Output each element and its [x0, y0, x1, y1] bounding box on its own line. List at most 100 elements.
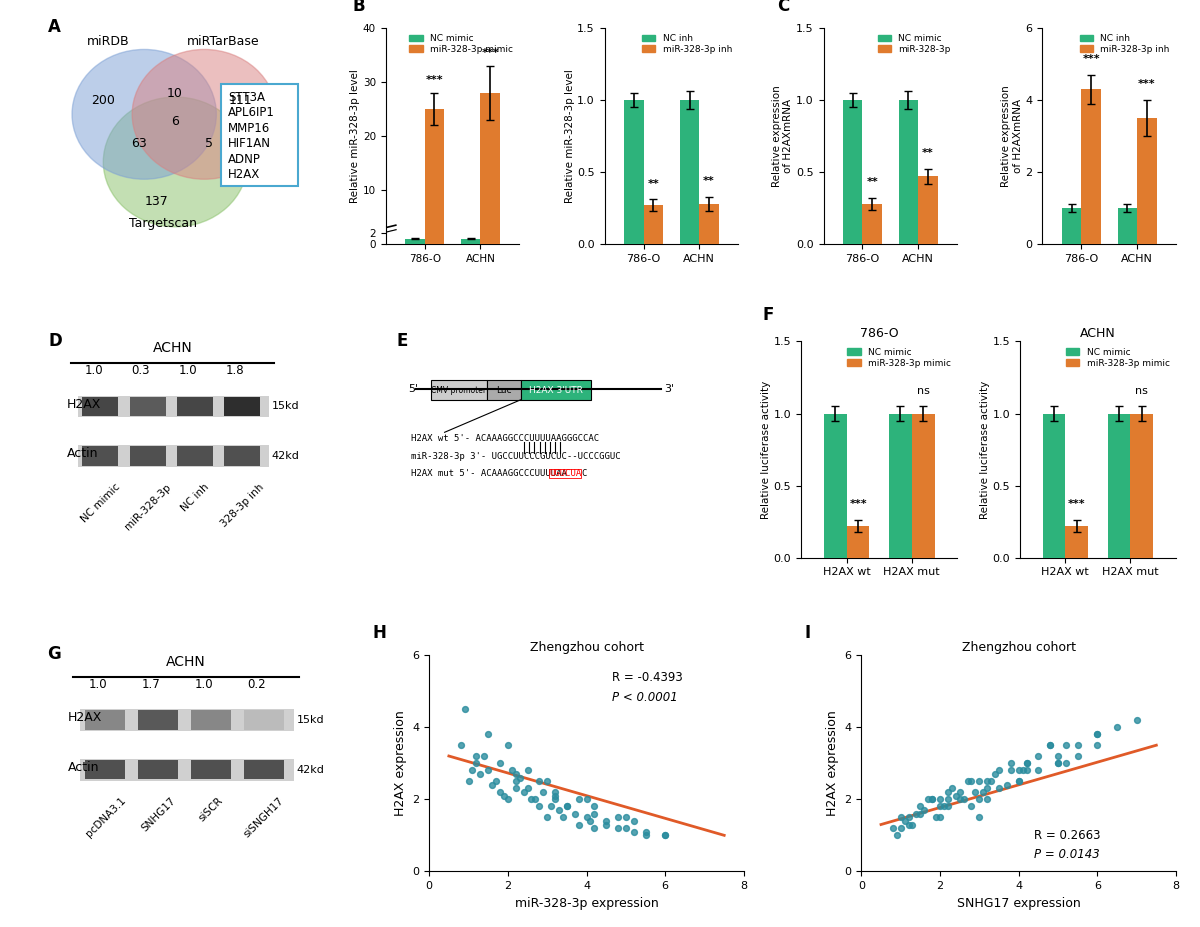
- Point: [950, 792, 970, 806]
- Point: [946, 788, 965, 803]
- Point: [506, 774, 526, 789]
- Text: ***: ***: [481, 47, 499, 57]
- Text: 1.0: 1.0: [179, 364, 198, 377]
- Bar: [899, 100, 918, 244]
- Text: 3': 3': [664, 384, 674, 394]
- Point: [655, 828, 674, 843]
- Point: [978, 774, 997, 789]
- Point: [892, 810, 911, 825]
- Point: [911, 799, 930, 814]
- Point: [1028, 749, 1048, 764]
- Text: 0.3: 0.3: [132, 364, 150, 377]
- FancyBboxPatch shape: [83, 397, 119, 416]
- FancyBboxPatch shape: [78, 445, 269, 467]
- Point: [584, 806, 604, 821]
- Point: [617, 810, 636, 825]
- Y-axis label: Relative miR-328-3p level: Relative miR-328-3p level: [350, 69, 360, 203]
- Point: [498, 792, 517, 806]
- Point: [455, 702, 474, 717]
- Text: MMP16: MMP16: [228, 121, 271, 134]
- Text: **: **: [866, 177, 878, 187]
- Y-axis label: Relative expression
of H2AXmRNA: Relative expression of H2AXmRNA: [1001, 85, 1022, 187]
- Bar: [847, 526, 870, 558]
- Point: [958, 774, 977, 789]
- Text: ***: ***: [1138, 79, 1156, 89]
- Text: H2AX 3'UTR: H2AX 3'UTR: [529, 386, 583, 395]
- Point: [584, 820, 604, 835]
- Text: ns: ns: [917, 386, 930, 396]
- FancyBboxPatch shape: [244, 760, 284, 780]
- Text: P < 0.0001: P < 0.0001: [612, 691, 678, 704]
- Point: [557, 799, 576, 814]
- Point: [498, 738, 517, 753]
- Point: [1040, 738, 1060, 753]
- Text: H2AX: H2AX: [67, 398, 101, 411]
- FancyBboxPatch shape: [78, 396, 269, 417]
- Point: [470, 767, 490, 781]
- Text: ***: ***: [850, 500, 866, 510]
- Point: [923, 792, 942, 806]
- Point: [907, 806, 926, 821]
- Point: [596, 814, 616, 829]
- Y-axis label: Relative expression
of H2AXmRNA: Relative expression of H2AXmRNA: [772, 85, 793, 187]
- Point: [892, 820, 911, 835]
- Text: H2AX: H2AX: [228, 169, 260, 182]
- Point: [522, 792, 541, 806]
- Y-axis label: Relative luciferase activity: Relative luciferase activity: [979, 380, 990, 519]
- Point: [919, 792, 938, 806]
- Point: [899, 810, 918, 825]
- Text: C: C: [776, 0, 788, 15]
- Point: [577, 810, 596, 825]
- Point: [518, 763, 538, 778]
- Text: SNHG17: SNHG17: [139, 795, 178, 833]
- Point: [569, 792, 588, 806]
- Bar: [643, 205, 664, 244]
- FancyBboxPatch shape: [224, 397, 260, 416]
- Text: miRDB: miRDB: [86, 35, 130, 48]
- Text: H2AX wt 5'- ACAAAGGCCCUUUUAAGGGCCAC: H2AX wt 5'- ACAAAGGCCCUUUUAAGGGCCAC: [410, 434, 599, 443]
- Bar: [425, 109, 444, 244]
- Point: [1016, 756, 1036, 770]
- Text: H2AX: H2AX: [67, 711, 102, 724]
- Text: E: E: [397, 332, 408, 349]
- Text: **: **: [703, 176, 715, 185]
- Point: [942, 781, 961, 796]
- Bar: [912, 413, 935, 558]
- Text: F: F: [762, 306, 774, 324]
- Point: [887, 828, 906, 843]
- Point: [624, 824, 643, 839]
- Point: [1016, 756, 1036, 770]
- FancyBboxPatch shape: [191, 710, 232, 730]
- Point: [463, 763, 482, 778]
- Bar: [1043, 413, 1066, 558]
- Text: 1.0: 1.0: [194, 678, 212, 691]
- Point: [950, 784, 970, 799]
- Bar: [863, 204, 882, 244]
- Point: [475, 749, 494, 764]
- Bar: [700, 204, 719, 244]
- Point: [1087, 727, 1106, 742]
- Text: ***: ***: [426, 74, 443, 84]
- Point: [899, 817, 918, 832]
- Point: [1028, 763, 1048, 778]
- Point: [581, 814, 600, 829]
- Point: [1068, 749, 1087, 764]
- Text: G: G: [48, 645, 61, 664]
- Bar: [1066, 526, 1088, 558]
- Text: H: H: [372, 624, 386, 641]
- Title: 786-O: 786-O: [860, 327, 899, 340]
- Circle shape: [132, 49, 276, 179]
- FancyBboxPatch shape: [83, 447, 119, 466]
- Text: 111: 111: [228, 94, 252, 107]
- Point: [569, 817, 588, 832]
- Point: [1001, 756, 1020, 770]
- Y-axis label: H2AX expression: H2AX expression: [394, 710, 407, 816]
- Title: Zhengzhou cohort: Zhengzhou cohort: [529, 641, 643, 654]
- Text: CMV promoter: CMV promoter: [431, 386, 486, 395]
- Point: [1049, 756, 1068, 770]
- Point: [895, 814, 914, 829]
- Point: [970, 810, 989, 825]
- Point: [596, 817, 616, 832]
- Point: [935, 799, 954, 814]
- Text: 5: 5: [205, 137, 214, 150]
